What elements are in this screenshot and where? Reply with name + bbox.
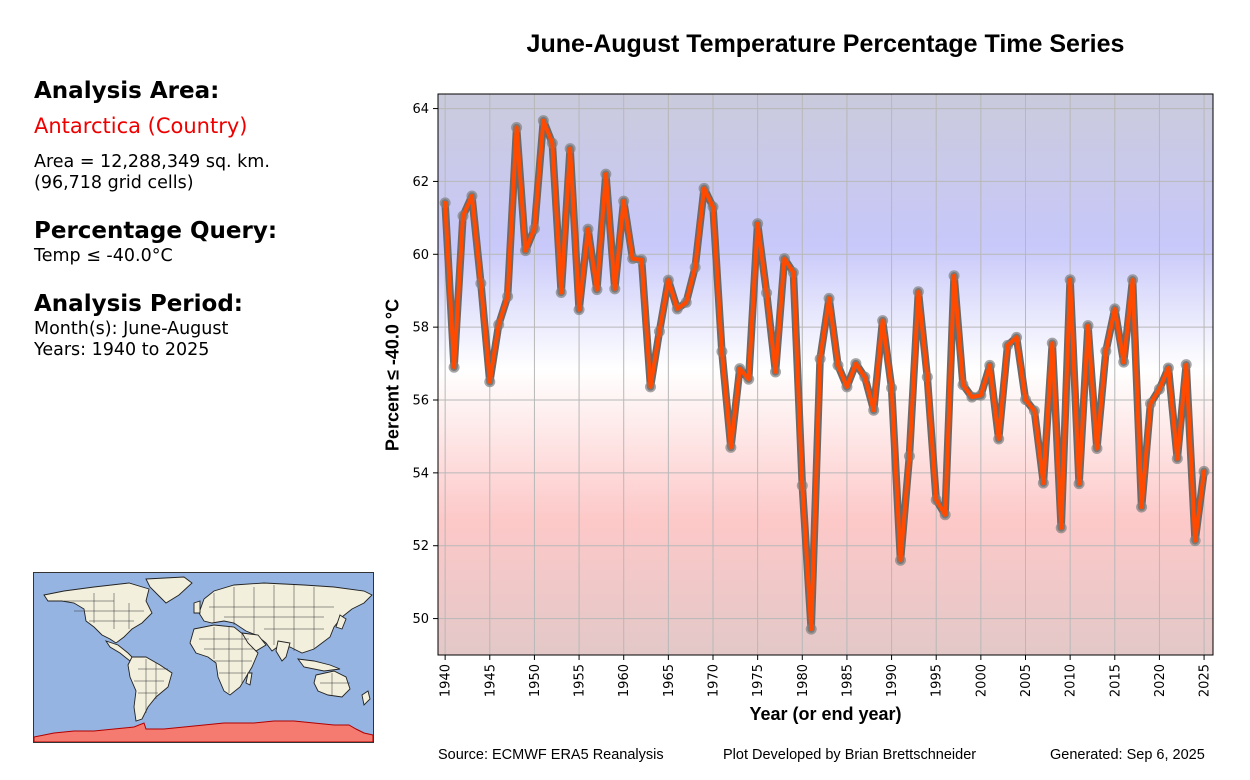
percentage-query-value: Temp ≤ -40.0°C	[34, 246, 173, 266]
y-tick-label: 50	[412, 612, 429, 627]
series-line	[443, 118, 1207, 632]
x-tick-label: 2020	[1153, 664, 1168, 697]
analysis-period-months: Month(s): June-August	[34, 319, 229, 339]
world-map-icon	[34, 573, 373, 742]
footer-generated: Generated: Sep 6, 2025	[1050, 747, 1205, 763]
country-borders	[64, 585, 350, 713]
x-tick-label: 2015	[1108, 664, 1123, 697]
y-tick-label: 60	[412, 248, 429, 263]
analysis-period-heading: Analysis Period:	[34, 291, 243, 317]
india-shape	[275, 640, 291, 662]
antarctica-highlight-shape	[34, 720, 373, 742]
data-series	[439, 115, 1210, 635]
axis-ticks: 50 52 54 56 58 60 62 64 1940 1945 1950 1955 1960 1965…	[412, 102, 1212, 697]
y-tick-label: 62	[412, 175, 429, 190]
x-tick-label: 1940	[439, 664, 454, 697]
north-america-shape	[43, 582, 153, 644]
uk-shape	[193, 600, 201, 614]
south-america-shape	[127, 656, 173, 722]
grid-lines	[438, 94, 1213, 655]
locator-map	[33, 572, 374, 743]
analysis-period-years: Years: 1940 to 2025	[34, 340, 210, 360]
japan-shape	[335, 614, 347, 630]
analysis-area-heading: Analysis Area:	[34, 78, 220, 104]
x-axis-label: Year (or end year)	[749, 704, 902, 724]
area-size: Area = 12,288,349 sq. km.	[34, 152, 270, 172]
arabia-shape	[241, 632, 267, 652]
footer-developer: Plot Developed by Brian Brettschneider	[723, 747, 977, 763]
percentage-query-heading: Percentage Query:	[34, 218, 278, 244]
x-tick-label: 1950	[528, 664, 543, 697]
africa-shape	[189, 624, 259, 696]
madagascar-shape	[245, 672, 253, 686]
indonesia-shape	[297, 658, 341, 672]
x-tick-label: 1985	[840, 664, 855, 697]
x-tick-label: 1955	[573, 664, 588, 697]
analysis-area-name: Antarctica (Country)	[34, 114, 248, 138]
x-tick-label: 2000	[974, 664, 989, 697]
new-zealand-shape	[361, 690, 371, 706]
x-tick-label: 1975	[751, 664, 766, 697]
x-tick-label: 1980	[796, 664, 811, 697]
greenland-shape	[145, 576, 193, 604]
x-tick-label: 1990	[885, 664, 900, 697]
x-tick-label: 1945	[483, 664, 498, 697]
x-tick-label: 2010	[1064, 664, 1079, 697]
eurasia-shape	[198, 582, 373, 654]
x-tick-label: 2025	[1198, 664, 1213, 697]
x-tick-label: 1965	[662, 664, 677, 697]
x-tick-label: 2005	[1019, 664, 1034, 697]
y-tick-label: 54	[412, 466, 429, 481]
x-tick-label: 1995	[930, 664, 945, 697]
y-tick-label: 52	[412, 539, 429, 554]
y-tick-label: 64	[412, 102, 429, 117]
grid-cells: (96,718 grid cells)	[34, 173, 194, 193]
info-panel: Analysis Area: Antarctica (Country) Area…	[34, 76, 394, 361]
y-tick-label: 56	[412, 394, 429, 409]
y-tick-label: 58	[412, 321, 429, 336]
plot-frame	[437, 93, 1214, 656]
chart-title: June-August Temperature Percentage Time …	[526, 30, 1125, 58]
footer-source: Source: ECMWF ERA5 Reanalysis	[438, 747, 664, 763]
x-tick-label: 1960	[617, 664, 632, 697]
x-tick-label: 1970	[707, 664, 722, 697]
